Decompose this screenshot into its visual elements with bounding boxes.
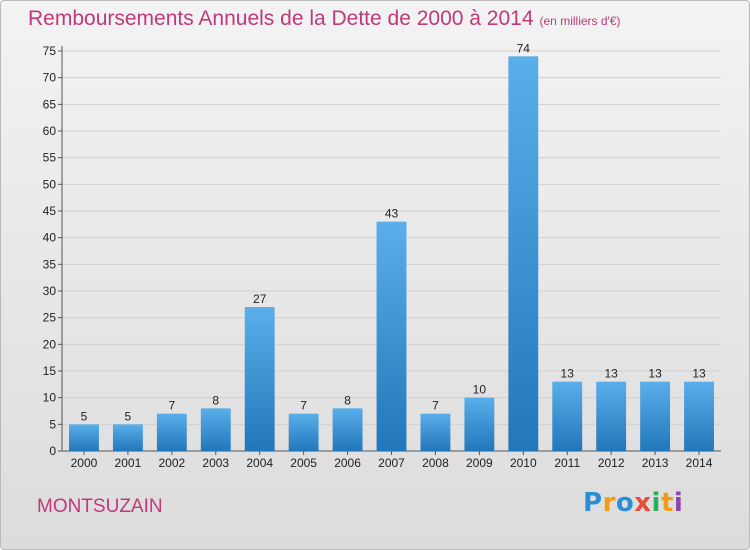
bar-2005 bbox=[288, 413, 319, 451]
chart-title-text: Remboursements Annuels de la Dette de 20… bbox=[28, 7, 534, 30]
x-tick-label-2009: 2009 bbox=[466, 456, 493, 470]
proxiti-logo: Proxiti bbox=[583, 488, 684, 518]
y-tick-label: 10 bbox=[43, 391, 57, 405]
x-tick-label-2013: 2013 bbox=[642, 456, 669, 470]
bar-2004 bbox=[244, 307, 275, 451]
value-label-2007: 43 bbox=[385, 207, 399, 221]
x-tick-label-2000: 2000 bbox=[71, 456, 98, 470]
x-tick-label-2014: 2014 bbox=[686, 456, 713, 470]
y-tick-label: 20 bbox=[43, 337, 57, 351]
value-label-2006: 8 bbox=[344, 393, 351, 407]
y-tick-label: 45 bbox=[43, 204, 57, 218]
value-label-2003: 8 bbox=[212, 393, 219, 407]
bar-2011 bbox=[552, 381, 583, 451]
y-tick-label: 50 bbox=[43, 177, 57, 191]
y-tick-label: 40 bbox=[43, 231, 57, 245]
value-label-2011: 13 bbox=[561, 367, 575, 381]
bar-2001 bbox=[112, 424, 143, 451]
value-label-2000: 5 bbox=[81, 409, 88, 423]
y-tick-label: 15 bbox=[43, 364, 57, 378]
bar-2002 bbox=[156, 413, 187, 451]
x-tick-label-2004: 2004 bbox=[246, 456, 273, 470]
x-tick-label-2001: 2001 bbox=[115, 456, 142, 470]
y-tick-label: 65 bbox=[43, 97, 57, 111]
x-tick-label-2007: 2007 bbox=[378, 456, 405, 470]
bar-2014 bbox=[684, 381, 714, 451]
value-label-2002: 7 bbox=[168, 399, 175, 413]
value-label-2001: 5 bbox=[125, 409, 132, 423]
bar-2009 bbox=[464, 397, 495, 451]
unit-note: (en milliers d'€) bbox=[539, 14, 621, 28]
chart-title: Remboursements Annuels de la Dette de 20… bbox=[28, 7, 621, 31]
x-tick-label-2012: 2012 bbox=[598, 456, 625, 470]
bar-2006 bbox=[332, 408, 363, 451]
x-tick-label-2003: 2003 bbox=[202, 456, 229, 470]
y-tick-label: 35 bbox=[43, 257, 57, 271]
bar-2000 bbox=[69, 424, 99, 451]
x-tick-label-2006: 2006 bbox=[334, 456, 361, 470]
tick-labels: 0 5 10 15 20 25 30 35 40 45 50 55 60 65 70 75 5 2000 5 2001… bbox=[43, 41, 713, 470]
x-tick-label-2011: 2011 bbox=[554, 456, 580, 470]
value-label-2009: 10 bbox=[473, 383, 487, 397]
y-tick-label: 75 bbox=[43, 44, 57, 58]
value-label-2014: 13 bbox=[692, 367, 706, 381]
bar-2010 bbox=[508, 56, 539, 451]
y-tick-label: 5 bbox=[49, 417, 56, 431]
value-label-2010: 74 bbox=[517, 41, 531, 55]
y-tick-label: 0 bbox=[49, 444, 56, 458]
y-tick-label: 25 bbox=[43, 311, 57, 325]
y-tick-label: 70 bbox=[43, 71, 57, 85]
value-label-2012: 13 bbox=[604, 367, 618, 381]
value-label-2005: 7 bbox=[300, 399, 307, 413]
x-tick-label-2008: 2008 bbox=[422, 456, 449, 470]
x-tick-label-2005: 2005 bbox=[290, 456, 317, 470]
x-tick-label-2010: 2010 bbox=[510, 456, 537, 470]
value-label-2004: 27 bbox=[253, 292, 267, 306]
bar-2003 bbox=[200, 408, 231, 451]
bar-2012 bbox=[596, 381, 627, 451]
bars bbox=[69, 56, 714, 451]
bar-2007 bbox=[376, 221, 407, 451]
bar-2008 bbox=[420, 413, 451, 451]
y-tick-label: 60 bbox=[43, 124, 57, 138]
value-label-2008: 7 bbox=[432, 399, 439, 413]
y-tick-label: 30 bbox=[43, 284, 57, 298]
x-tick-label-2002: 2002 bbox=[158, 456, 185, 470]
y-tick-label: 55 bbox=[43, 151, 57, 165]
value-label-2013: 13 bbox=[648, 367, 662, 381]
bar-2013 bbox=[640, 381, 671, 451]
location-label: MONTSUZAIN bbox=[37, 496, 163, 517]
